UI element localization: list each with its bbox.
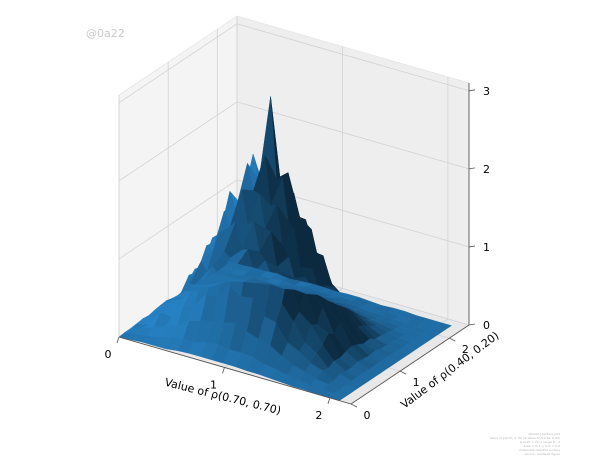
z-tick-label: 0: [483, 319, 490, 332]
z-gridline: [118, 23, 470, 104]
tick-marks: 0 1 2 0 1 2 0 1 2 3: [105, 85, 491, 422]
z-tick: [468, 323, 476, 326]
z-tick-label: 1: [483, 241, 490, 254]
y-tick-label: 0: [364, 409, 371, 422]
credit-line: Value of ρ(0.70, 0.70) vs Value of ρ(0.4…: [490, 436, 560, 440]
credit-line: grid 20 × 20, z range 0 – 3: [520, 440, 560, 444]
credit-line: source: rendered figure: [525, 452, 560, 456]
x-tick: [222, 367, 225, 374]
credit-line: axes: x 0–2, y 0–2, z 0–3: [523, 444, 560, 448]
z-tick: [468, 89, 476, 92]
x-tick-label: 2: [315, 409, 322, 422]
z-gridline: [118, 101, 470, 182]
y-tick: [449, 337, 456, 342]
x-tick: [327, 397, 331, 405]
credit-line: @0a22 | Surface plot: [528, 432, 560, 436]
y-tick-label: 2: [462, 343, 469, 356]
credit-line: matplotlib mplot3d surface: [519, 448, 560, 452]
x-axis-label: Value of ρ(0.70, 0.70): [163, 376, 282, 417]
x-tick-label: 1: [210, 378, 217, 391]
credit-text: @0a22 | Surface plot Value of ρ(0.70, 0.…: [490, 432, 561, 456]
x-axis-line: [118, 336, 352, 405]
z-tick: [468, 245, 476, 248]
y-tick: [399, 370, 407, 375]
watermark: @0a22: [86, 27, 125, 40]
surface: [118, 96, 452, 401]
z-gridline: [118, 179, 470, 260]
surface-facet: [224, 261, 244, 269]
x-tick-label: 0: [105, 348, 112, 361]
y-tick: [350, 403, 358, 408]
z-tick: [468, 167, 476, 170]
x-tick: [116, 336, 120, 344]
z-tick-label: 3: [483, 85, 490, 98]
y-tick-label: 1: [413, 376, 420, 389]
z-tick-label: 2: [483, 163, 490, 176]
